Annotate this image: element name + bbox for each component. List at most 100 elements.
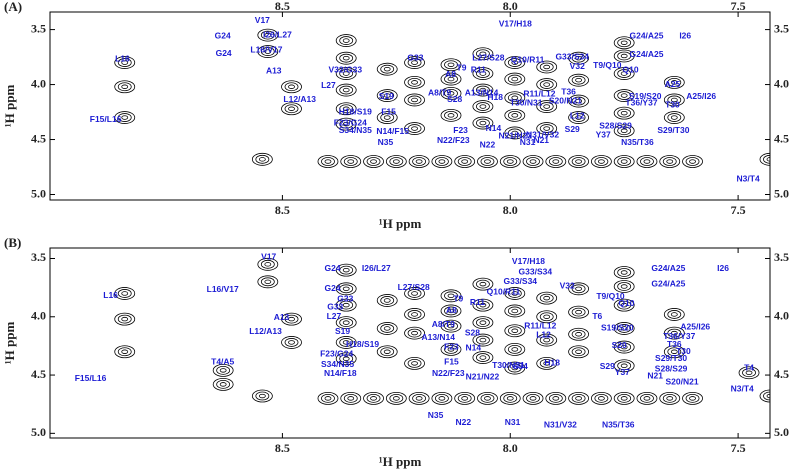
peak [335, 263, 357, 277]
peak-label: N21/N22 [466, 372, 500, 382]
peak [659, 155, 681, 168]
peak-label: F15 [444, 356, 459, 366]
peak-label: N14/F18 [324, 368, 357, 378]
contour-ring [539, 335, 554, 345]
peak-label: V17 [255, 15, 270, 25]
contour-ring [281, 312, 302, 326]
peak [335, 298, 357, 312]
peak-label: F23 [453, 125, 468, 135]
peak-label: G24/A25 [629, 30, 663, 40]
peak-label: A25/I26 [686, 91, 716, 101]
contour-ring [689, 396, 696, 401]
contour-ring [670, 330, 678, 336]
contour-ring [613, 106, 635, 120]
y-tick-label: 5.0 [31, 186, 46, 200]
contour-ring [620, 159, 628, 164]
contour-ring [507, 74, 522, 84]
contour-ring [335, 263, 357, 277]
contour-ring [667, 347, 682, 357]
peak-label: S34/N35 [321, 359, 354, 369]
contour-ring [260, 277, 275, 287]
peak [568, 327, 590, 341]
peak-label: G33 [337, 294, 353, 304]
plot-frame [49, 11, 771, 201]
peak [568, 73, 590, 87]
peak-label: S28/S29 [599, 121, 632, 131]
peak [536, 60, 558, 74]
contour-ring [568, 51, 590, 65]
contour-ring [339, 265, 354, 275]
plot-frame [49, 247, 771, 439]
peak-label: A8 [446, 305, 457, 315]
peak-label: I26/L27 [263, 29, 292, 39]
y-tick-label-right: 5.0 [774, 425, 789, 439]
contour-ring [411, 80, 418, 85]
contour-ring [545, 391, 567, 405]
contour-ring [536, 60, 558, 74]
contour-ring [617, 268, 632, 277]
contour-ring [347, 159, 355, 164]
peak-label: I26/L27 [362, 263, 391, 273]
contour-ring [745, 370, 753, 375]
peak [317, 155, 339, 168]
peak [659, 391, 681, 405]
contour-ring [121, 115, 129, 120]
contour-ring [114, 111, 136, 124]
peak [114, 312, 136, 326]
contour-ring [376, 345, 398, 359]
peak-label: L27/S28 [398, 282, 430, 292]
peak [335, 336, 357, 349]
contour-ring [682, 155, 703, 168]
y-axis-title: ¹H ppm [2, 322, 17, 365]
peak-label: R11 [470, 297, 485, 307]
contour-ring [479, 104, 487, 109]
contour-ring [335, 34, 357, 47]
contour-ring [548, 393, 563, 403]
contour-ring [670, 80, 678, 85]
contour-ring [597, 396, 605, 401]
contour-ring [504, 72, 526, 86]
contour-ring [617, 282, 632, 291]
contour-ring [613, 322, 635, 335]
peak-label: L16 [103, 290, 118, 300]
contour-ring [617, 126, 632, 136]
peak [568, 305, 590, 319]
contour-ring [447, 62, 455, 67]
contour-ring [543, 314, 551, 319]
peak-label: R11/L12 [523, 89, 555, 99]
contour-ring [662, 157, 677, 166]
contour-ring [663, 93, 685, 107]
contour-ring [472, 83, 494, 97]
contour-ring [324, 396, 332, 401]
contour-ring [342, 286, 350, 291]
contour-ring [411, 126, 418, 131]
peak [431, 391, 453, 405]
contour-ring [476, 279, 490, 289]
contour-ring [342, 106, 350, 111]
contour-ring [568, 155, 590, 168]
contour-ring [511, 76, 519, 82]
contour-ring [526, 393, 540, 403]
peak [568, 345, 590, 359]
contour-ring [317, 155, 339, 168]
contour-ring [685, 157, 700, 166]
contour-ring [529, 396, 537, 401]
peak-label: T9 [457, 62, 467, 72]
contour-ring [114, 287, 136, 300]
peak [404, 326, 425, 340]
contour-ring [434, 157, 449, 166]
contour-ring [438, 159, 446, 164]
contour-ring [284, 314, 299, 324]
contour-ring [366, 393, 381, 403]
peak-label: N21/N22 [498, 130, 532, 140]
peak [472, 83, 494, 97]
contour-ring [117, 58, 132, 67]
peak-label: L12 [536, 330, 551, 340]
contour-ring [575, 286, 583, 291]
contour-ring [476, 300, 490, 310]
contour-ring [457, 157, 472, 166]
peak [472, 298, 494, 312]
peak-label: N14 [486, 123, 502, 133]
y-tick-label: 3.5 [31, 250, 46, 264]
peak [335, 282, 357, 296]
